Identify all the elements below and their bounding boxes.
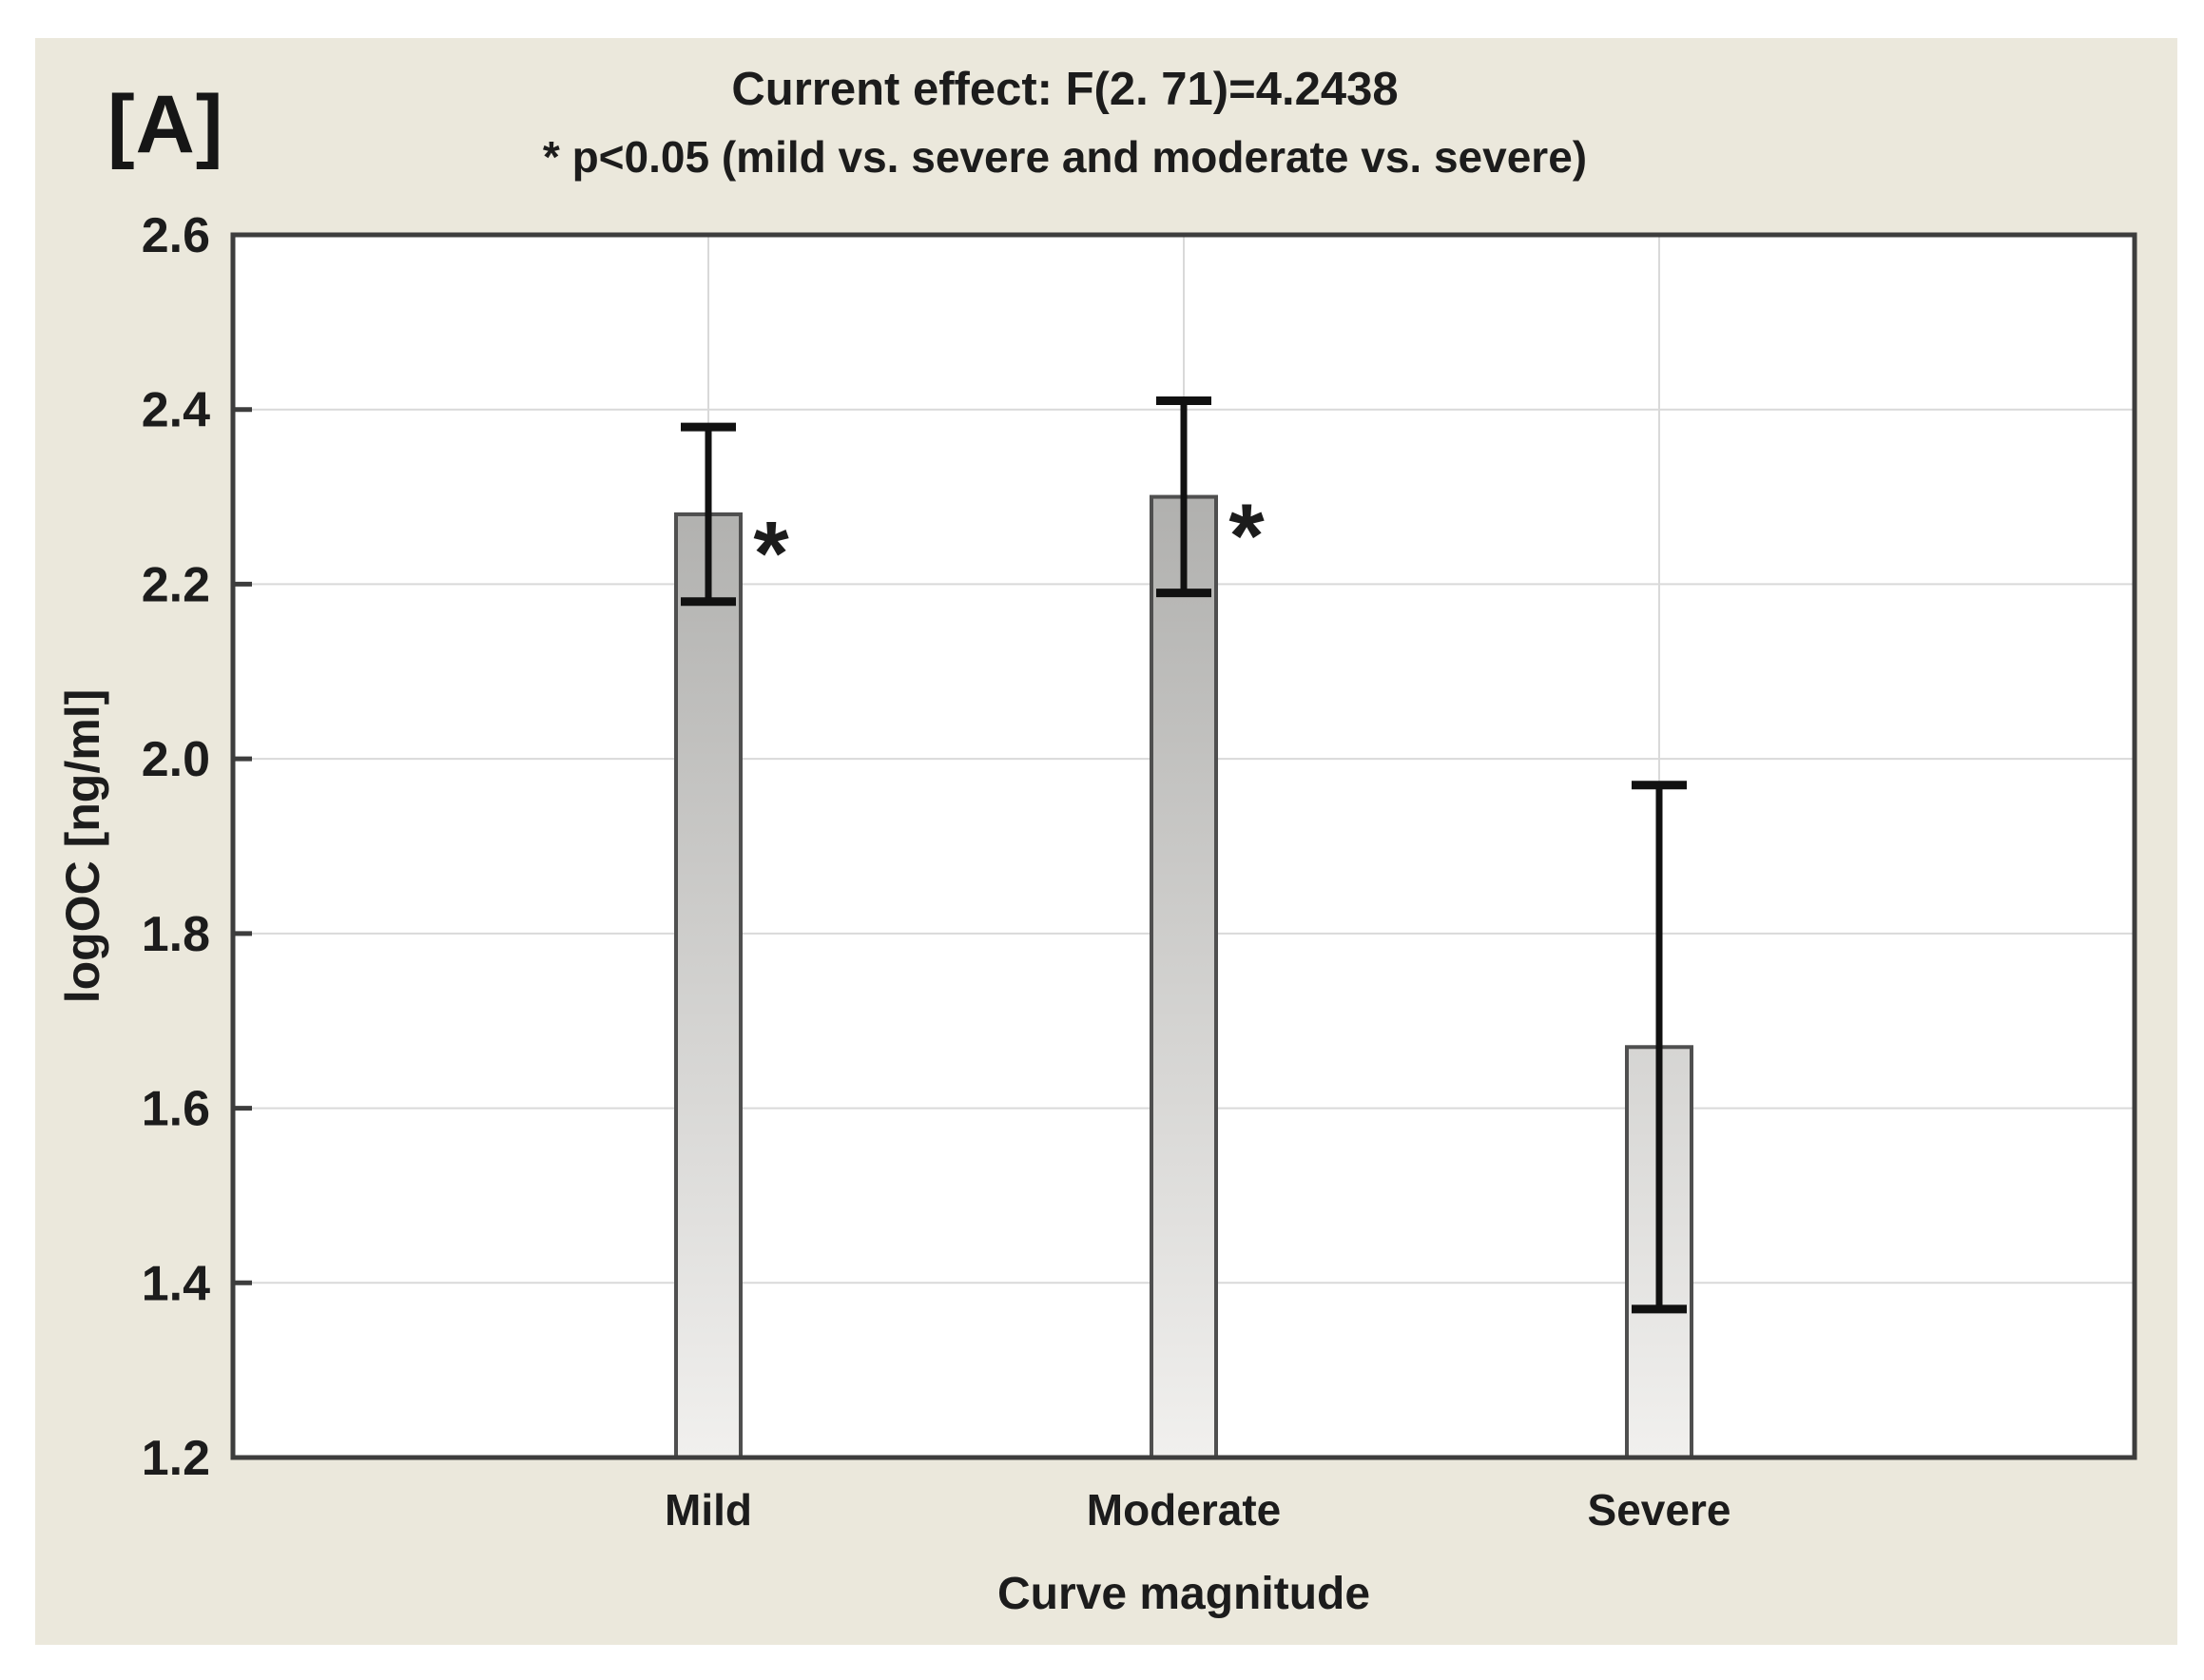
significance-marker-moderate: * xyxy=(1228,486,1265,588)
bar-mild xyxy=(674,512,743,1459)
figure-label: [A] xyxy=(107,79,224,170)
y-tick-label-2.4: 2.4 xyxy=(142,383,210,438)
y-axis-label: logOC [ng/ml] xyxy=(56,689,109,1004)
y-tick-label-1.4: 1.4 xyxy=(142,1256,210,1311)
y-tick-label-1.8: 1.8 xyxy=(142,907,210,962)
y-tick-label-2.6: 2.6 xyxy=(142,208,210,263)
plot-frame xyxy=(230,232,2137,1460)
x-category-label-moderate: Moderate xyxy=(1087,1485,1281,1535)
bar-moderate xyxy=(1150,494,1218,1459)
y-tick-label-1.6: 1.6 xyxy=(142,1082,210,1137)
x-axis-label: Curve magnitude xyxy=(997,1569,1370,1619)
y-tick-label-1.2: 1.2 xyxy=(142,1431,210,1486)
significance-marker-mild: * xyxy=(753,503,789,605)
x-category-label-severe: Severe xyxy=(1588,1485,1731,1535)
x-category-label-mild: Mild xyxy=(665,1485,752,1535)
y-tick-label-2.0: 2.0 xyxy=(142,732,210,787)
chart-title: Current effect: F(2. 71)=4.2438 xyxy=(731,64,1399,115)
y-tick-label-2.2: 2.2 xyxy=(142,557,210,612)
chart-subtitle: * p<0.05 (mild vs. severe and moderate v… xyxy=(542,132,1588,182)
